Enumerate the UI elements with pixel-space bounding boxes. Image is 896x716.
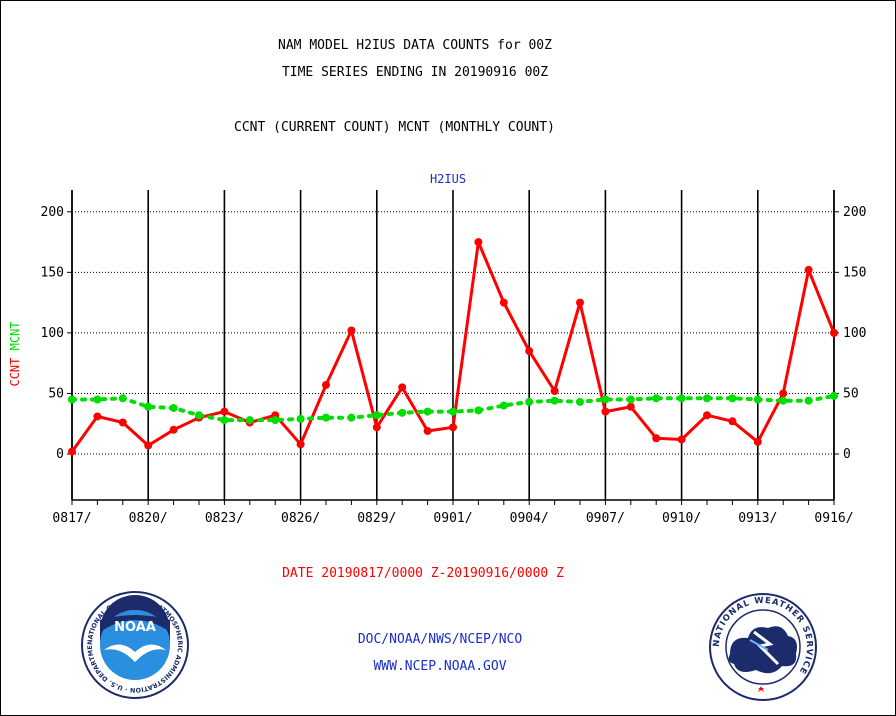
point-ccnt [449, 423, 457, 432]
noaa-logo-icon: NATIONAL OCEANIC AND ATMOSPHERIC ADMINIS… [80, 590, 189, 699]
point-mcnt [601, 395, 610, 404]
point-mcnt [398, 408, 407, 417]
point-mcnt [372, 411, 381, 420]
x-tick-label: 0916/ [814, 511, 853, 526]
point-ccnt [525, 347, 534, 356]
point-ccnt [118, 418, 127, 427]
point-ccnt [753, 437, 762, 446]
point-mcnt [118, 394, 127, 403]
station-label: H2IUS [429, 172, 467, 186]
point-mcnt [830, 391, 838, 400]
point-mcnt [296, 414, 305, 423]
y-tick-label-right: 100 [843, 326, 866, 341]
point-ccnt [804, 265, 813, 274]
point-mcnt [271, 416, 280, 425]
y-tick-label-right: 150 [843, 265, 866, 280]
axes [67, 190, 839, 505]
point-ccnt [68, 447, 76, 456]
chart-title-line1: NAM MODEL H2IUS DATA COUNTS for 00Z [278, 38, 552, 53]
point-ccnt [626, 402, 635, 411]
point-mcnt [626, 395, 635, 404]
point-mcnt [195, 411, 203, 420]
point-mcnt [703, 394, 711, 403]
point-ccnt [499, 298, 508, 307]
y-axis-label-part: MCNT [8, 321, 22, 357]
point-mcnt [449, 407, 457, 416]
point-ccnt [728, 417, 737, 426]
date-range-label: DATE 20190817/0000 Z-20190916/0000 Z [282, 566, 564, 581]
x-tick-label: 0913/ [738, 511, 777, 526]
grid-lines [71, 190, 835, 500]
point-ccnt [398, 383, 407, 392]
point-mcnt [550, 396, 559, 405]
point-mcnt [347, 413, 356, 422]
x-tick-label: 0910/ [662, 511, 701, 526]
point-mcnt [220, 416, 229, 425]
point-ccnt [550, 387, 559, 396]
y-tick-label-left: 0 [56, 447, 64, 462]
point-ccnt [652, 434, 661, 443]
point-ccnt [169, 425, 178, 434]
point-ccnt [322, 380, 330, 389]
point-ccnt [830, 328, 838, 337]
point-ccnt [677, 435, 686, 444]
x-tick-label: 0826/ [281, 511, 320, 526]
point-mcnt [423, 407, 432, 416]
y-tick-label-left: 50 [48, 386, 64, 401]
x-tick-label: 0820/ [129, 511, 168, 526]
y-tick-label-right: 0 [843, 447, 851, 462]
point-ccnt [601, 407, 610, 416]
point-mcnt [68, 395, 76, 404]
point-mcnt [322, 413, 330, 422]
point-mcnt [576, 397, 584, 406]
noaa-logo-text: NOAA [114, 620, 156, 635]
point-ccnt [93, 412, 102, 421]
x-tick-label: 0901/ [433, 511, 472, 526]
point-mcnt [93, 395, 102, 404]
point-ccnt [576, 298, 584, 307]
point-mcnt [144, 402, 153, 411]
point-mcnt [652, 394, 661, 403]
www-link[interactable]: WWW.NCEP.NOAA.GOV [373, 659, 507, 674]
y-tick-label-left: 200 [41, 205, 64, 220]
point-ccnt [779, 389, 788, 398]
point-mcnt [677, 394, 686, 403]
point-ccnt [703, 411, 711, 420]
x-tick-label: 0904/ [510, 511, 549, 526]
chart-title-line2: TIME SERIES ENDING IN 20190916 00Z [281, 65, 549, 80]
y-tick-label-left: 100 [41, 326, 64, 341]
point-mcnt [474, 406, 483, 415]
y-tick-label-right: 200 [843, 205, 866, 220]
point-ccnt [372, 423, 381, 432]
x-tick-label: 0817/ [52, 511, 91, 526]
series-markers [68, 238, 838, 456]
point-mcnt [499, 401, 508, 410]
point-mcnt [169, 403, 178, 412]
point-mcnt [804, 396, 813, 405]
point-mcnt [779, 396, 788, 405]
x-tick-label: 0823/ [205, 511, 244, 526]
point-ccnt [423, 426, 432, 435]
y-axis-label: CCNT MCNT [8, 321, 22, 386]
y-axis-label-part: CCNT [8, 358, 22, 387]
tick-labels: 0 0 50 50 100 100 150 150 200 200 0817/0820/0823/0… [41, 205, 867, 526]
nws-logo-icon: NATIONAL WEATHER SERVICE [709, 593, 817, 701]
point-mcnt [245, 416, 254, 425]
chart-subtitle: CCNT (CURRENT COUNT) MCNT (MONTHLY COUNT… [234, 120, 555, 135]
point-mcnt [753, 395, 762, 404]
x-tick-label: 0907/ [586, 511, 625, 526]
point-mcnt [728, 394, 737, 403]
y-tick-label-right: 50 [843, 386, 859, 401]
doc-link[interactable]: DOC/NOAA/NWS/NCEP/NCO [357, 632, 523, 647]
point-ccnt [296, 440, 305, 449]
point-mcnt [525, 397, 534, 406]
point-ccnt [347, 326, 356, 335]
point-ccnt [474, 238, 483, 247]
point-ccnt [144, 441, 153, 450]
point-ccnt [220, 407, 229, 416]
y-tick-label-left: 150 [41, 265, 64, 280]
x-tick-label: 0829/ [357, 511, 396, 526]
